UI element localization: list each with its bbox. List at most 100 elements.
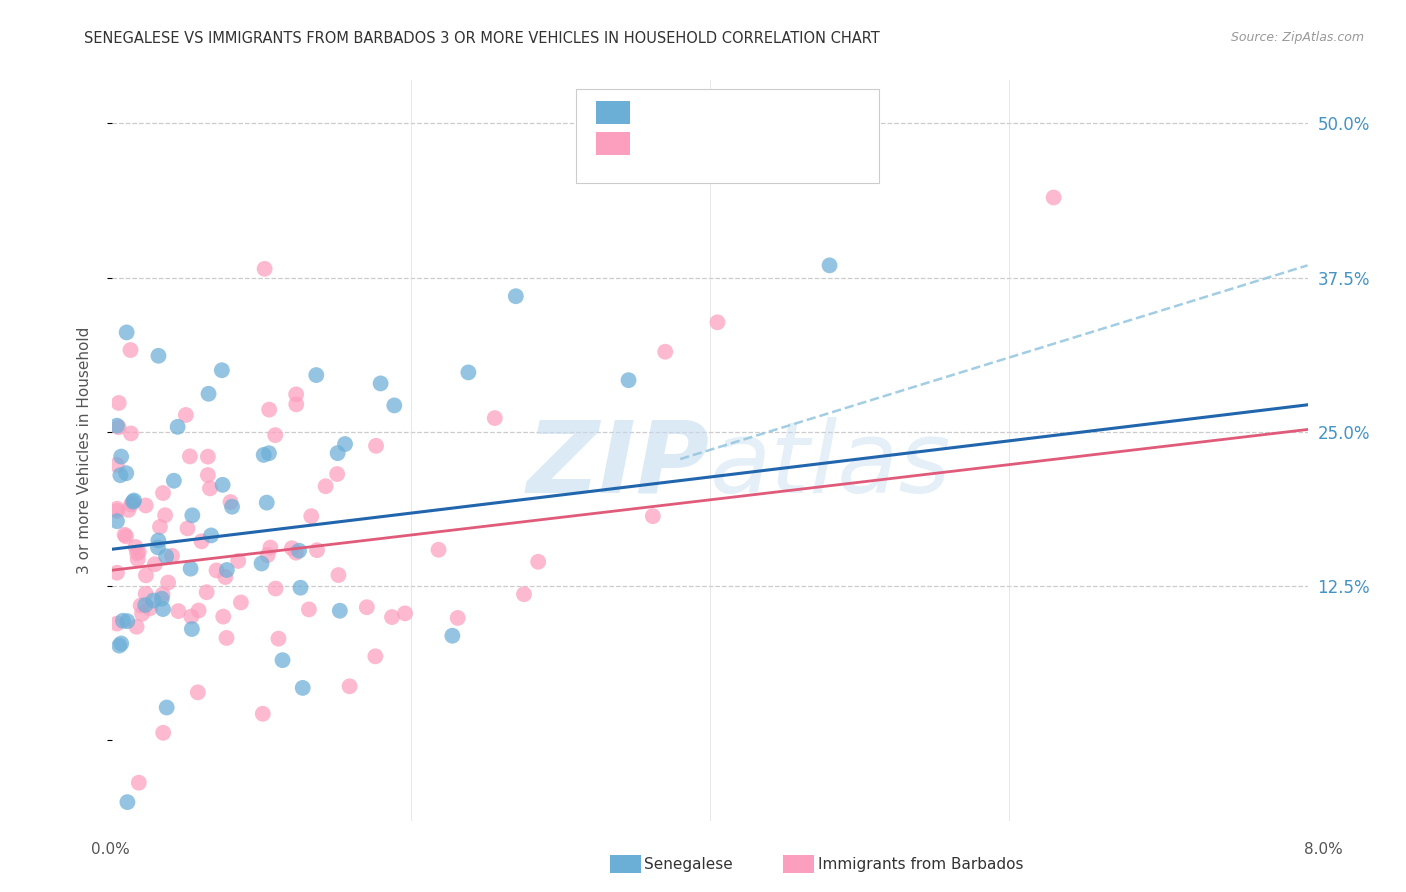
Point (288, 543, 311, 558)
Point (195, 585, 218, 599)
Text: N =: N = (724, 103, 772, 121)
Point (127, 546, 149, 560)
Point (200, 528, 222, 542)
Point (441, 629, 464, 643)
Point (264, 428, 287, 442)
Point (215, 631, 238, 645)
Point (818, 259, 841, 273)
Point (484, 411, 506, 425)
Point (110, 636, 132, 650)
Point (259, 541, 281, 555)
Point (328, 568, 350, 582)
Point (152, 588, 174, 602)
Point (117, 614, 139, 628)
Point (305, 368, 328, 382)
Point (187, 603, 209, 617)
Point (333, 437, 356, 451)
Point (135, 499, 157, 513)
Point (174, 408, 197, 422)
Point (120, 498, 142, 512)
Point (641, 509, 664, 524)
Point (253, 261, 276, 276)
Point (271, 653, 294, 667)
Point (299, 509, 322, 524)
Point (198, 481, 221, 495)
Point (394, 607, 416, 621)
Text: 8.0%: 8.0% (1303, 842, 1343, 856)
Point (152, 602, 174, 616)
Point (305, 543, 328, 558)
Point (197, 386, 219, 401)
Text: 0.156: 0.156 (671, 135, 723, 153)
Point (291, 681, 314, 695)
Point (152, 486, 174, 500)
Point (129, 599, 152, 613)
Point (157, 575, 180, 590)
Text: ZIP: ZIP (527, 417, 710, 514)
Point (285, 387, 308, 401)
Point (1042, 190, 1064, 204)
Point (105, 501, 128, 516)
Point (148, 533, 170, 548)
Point (706, 315, 728, 329)
Point (252, 706, 274, 721)
Point (150, 591, 173, 606)
Point (110, 450, 132, 464)
Text: atlas: atlas (710, 417, 952, 514)
Point (105, 458, 128, 472)
Point (180, 622, 202, 636)
Point (166, 420, 188, 434)
Point (267, 632, 290, 646)
Point (226, 554, 249, 568)
Point (326, 446, 349, 460)
Point (149, 520, 172, 534)
Point (326, 467, 349, 481)
Point (197, 468, 219, 483)
Point (114, 528, 136, 542)
Point (110, 468, 132, 483)
Point (180, 609, 202, 624)
Point (427, 542, 450, 557)
Point (256, 548, 278, 562)
Point (135, 568, 157, 582)
Text: SENEGALESE VS IMMIGRANTS FROM BARBADOS 3 OR MORE VEHICLES IN HOUSEHOLD CORRELATI: SENEGALESE VS IMMIGRANTS FROM BARBADOS 3… (84, 31, 880, 46)
Point (211, 363, 233, 377)
Point (179, 450, 201, 464)
Point (181, 508, 204, 523)
Point (105, 504, 128, 518)
Point (107, 396, 129, 410)
Point (315, 479, 337, 493)
Point (105, 418, 128, 433)
Point (122, 494, 145, 508)
Point (447, 611, 470, 625)
Text: 52: 52 (766, 103, 789, 121)
Text: N =: N = (724, 135, 772, 153)
Point (457, 365, 479, 379)
Point (253, 448, 276, 462)
Point (527, 555, 550, 569)
Point (117, 795, 139, 809)
Point (115, 326, 138, 340)
Point (163, 474, 186, 488)
Point (160, 549, 183, 563)
Point (108, 639, 131, 653)
Point (105, 616, 128, 631)
Point (146, 541, 169, 555)
Point (115, 466, 138, 480)
Point (105, 566, 128, 580)
Point (264, 582, 287, 596)
Text: 0.0%: 0.0% (91, 842, 131, 856)
Point (105, 514, 128, 528)
Point (128, 545, 150, 559)
Point (214, 570, 236, 584)
Point (617, 373, 640, 387)
Point (134, 598, 156, 612)
Text: Senegalese: Senegalese (644, 857, 733, 871)
Point (257, 446, 280, 460)
Point (370, 376, 392, 391)
Text: 0.396: 0.396 (671, 103, 723, 121)
Point (139, 601, 162, 615)
Point (115, 529, 138, 543)
Point (156, 700, 179, 714)
Point (250, 557, 273, 571)
